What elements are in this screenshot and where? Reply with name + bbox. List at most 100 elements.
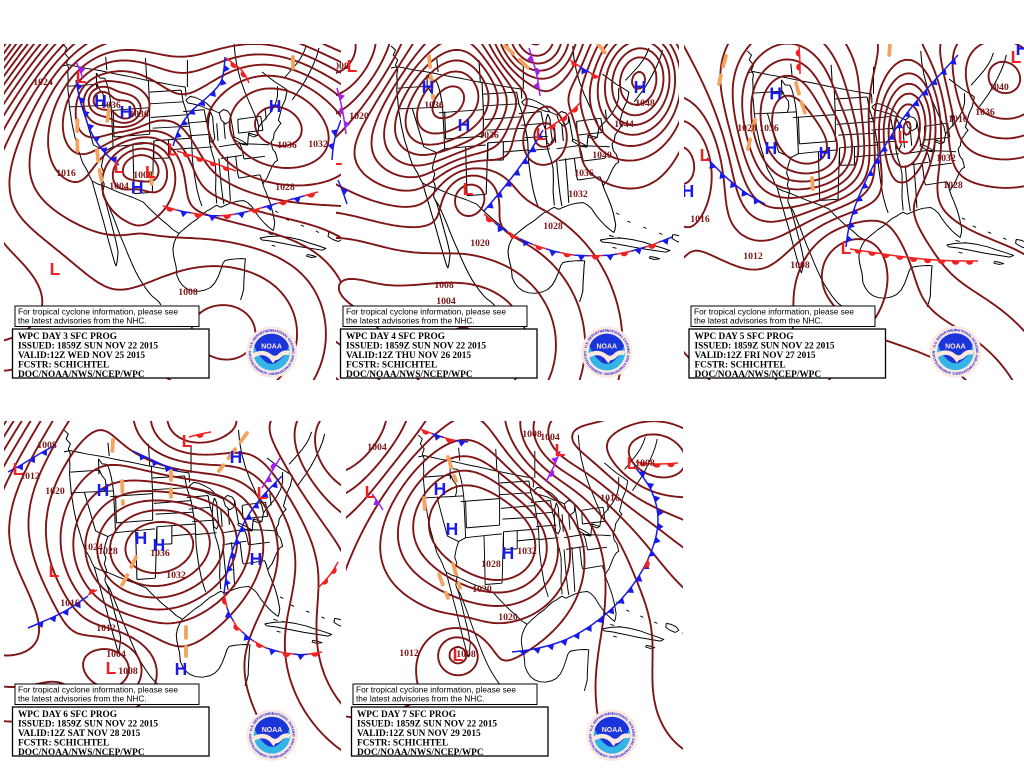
svg-text:1008: 1008 <box>790 260 810 271</box>
svg-text:L: L <box>898 127 909 147</box>
svg-text:H: H <box>250 549 263 569</box>
svg-text:1004: 1004 <box>436 296 456 307</box>
svg-text:1008: 1008 <box>434 280 454 291</box>
svg-text:WPC DAY 4 SFC PROG: WPC DAY 4 SFC PROG <box>346 332 445 342</box>
svg-text:WPC DAY 7 SFC PROG: WPC DAY 7 SFC PROG <box>357 710 456 720</box>
svg-text:L: L <box>1011 47 1022 67</box>
svg-text:ISSUED: 1859Z SUN NOV 22 2015: ISSUED: 1859Z SUN NOV 22 2015 <box>346 341 486 351</box>
svg-text:L: L <box>536 124 547 144</box>
svg-text:DOC/NOAA/NWS/NCEP/WPC: DOC/NOAA/NWS/NCEP/WPC <box>18 370 145 380</box>
svg-text:VALID:12Z SUN NOV 29 2015: VALID:12Z SUN NOV 29 2015 <box>357 729 481 739</box>
svg-text:1008: 1008 <box>456 649 476 660</box>
svg-text:1020: 1020 <box>472 584 492 595</box>
svg-text:1016: 1016 <box>690 214 710 225</box>
svg-text:H: H <box>819 143 832 163</box>
svg-text:H: H <box>502 543 515 563</box>
svg-text:For tropical cyclone informati: For tropical cyclone information, please… <box>356 685 516 695</box>
svg-text:H: H <box>135 528 148 548</box>
svg-text:1004: 1004 <box>367 442 387 453</box>
svg-text:L: L <box>106 658 117 678</box>
svg-text:H: H <box>175 659 188 679</box>
svg-text:WPC DAY 6 SFC PROG: WPC DAY 6 SFC PROG <box>18 710 117 720</box>
svg-text:L: L <box>347 56 358 76</box>
svg-text:L: L <box>49 561 60 581</box>
svg-text:1036: 1036 <box>574 168 594 179</box>
svg-text:FCSTR: SCHICHTEL: FCSTR: SCHICHTEL <box>695 360 786 370</box>
svg-text:1028: 1028 <box>481 559 501 570</box>
svg-text:VALID:12Z WED NOV 25 2015: VALID:12Z WED NOV 25 2015 <box>18 351 145 361</box>
svg-text:1028: 1028 <box>543 221 563 232</box>
svg-text:1004: 1004 <box>540 432 560 443</box>
svg-text:L: L <box>50 259 61 279</box>
svg-text:L: L <box>76 67 87 87</box>
svg-text:1032: 1032 <box>166 570 186 581</box>
svg-text:L: L <box>700 145 711 165</box>
svg-text:1020: 1020 <box>498 612 518 623</box>
svg-text:L: L <box>145 162 156 182</box>
svg-text:1036: 1036 <box>975 107 995 118</box>
svg-text:FCSTR: SCHICHTEL: FCSTR: SCHICHTEL <box>357 738 448 748</box>
svg-text:1016: 1016 <box>60 598 80 609</box>
svg-text:VALID:12Z THU NOV 26 2015: VALID:12Z THU NOV 26 2015 <box>346 351 471 361</box>
svg-text:1020: 1020 <box>349 111 369 122</box>
svg-text:WPC DAY 3 SFC PROG: WPC DAY 3 SFC PROG <box>18 332 117 342</box>
svg-text:L: L <box>627 453 638 473</box>
svg-text:1004: 1004 <box>109 181 129 192</box>
svg-text:1048: 1048 <box>635 98 655 109</box>
svg-text:DOC/NOAA/NWS/NCEP/WPC: DOC/NOAA/NWS/NCEP/WPC <box>357 748 484 758</box>
svg-text:1020: 1020 <box>45 486 65 497</box>
svg-text:1036: 1036 <box>150 548 170 559</box>
svg-text:H: H <box>765 138 778 158</box>
svg-text:1032: 1032 <box>936 153 956 164</box>
svg-text:H: H <box>120 102 133 122</box>
svg-text:For tropical cyclone informati: For tropical cyclone information, please… <box>18 307 178 317</box>
svg-text:1032: 1032 <box>568 189 588 200</box>
svg-text:ISSUED: 1859Z SUN NOV 22 2015: ISSUED: 1859Z SUN NOV 22 2015 <box>18 341 158 351</box>
svg-text:1008: 1008 <box>133 170 153 181</box>
svg-text:L: L <box>463 179 474 199</box>
svg-text:H: H <box>422 77 435 97</box>
svg-text:DOC/NOAA/NWS/NCEP/WPC: DOC/NOAA/NWS/NCEP/WPC <box>18 748 145 758</box>
svg-text:H: H <box>682 181 695 201</box>
svg-text:L: L <box>13 459 24 479</box>
svg-text:1020: 1020 <box>470 238 490 249</box>
svg-text:1036: 1036 <box>759 123 779 134</box>
svg-text:1012: 1012 <box>743 251 763 262</box>
svg-text:L: L <box>841 238 852 258</box>
svg-text:1016: 1016 <box>948 114 968 125</box>
svg-text:L: L <box>365 482 376 502</box>
svg-text:1028: 1028 <box>943 180 963 191</box>
svg-text:1028: 1028 <box>737 123 757 134</box>
svg-text:1032: 1032 <box>308 139 328 150</box>
svg-text:1024: 1024 <box>83 542 103 553</box>
svg-text:the latest advisories from the: the latest advisories from the NHC. <box>18 316 147 326</box>
svg-text:1032: 1032 <box>517 546 537 557</box>
svg-text:FCSTR: SCHICHTEL: FCSTR: SCHICHTEL <box>18 738 109 748</box>
svg-text:1036: 1036 <box>277 140 297 151</box>
svg-text:H: H <box>434 479 447 499</box>
svg-text:L: L <box>453 645 464 665</box>
svg-text:the latest advisories from the: the latest advisories from the NHC. <box>694 316 823 326</box>
svg-text:For tropical cyclone informati: For tropical cyclone information, please… <box>346 307 506 317</box>
svg-text:1008: 1008 <box>635 458 655 469</box>
svg-text:1036: 1036 <box>424 100 444 111</box>
svg-text:1012: 1012 <box>20 471 40 482</box>
svg-text:DOC/NOAA/NWS/NCEP/WPC: DOC/NOAA/NWS/NCEP/WPC <box>695 370 822 380</box>
svg-text:FCSTR: SCHICHTEL: FCSTR: SCHICHTEL <box>346 360 437 370</box>
svg-text:L: L <box>332 149 343 169</box>
svg-text:1008: 1008 <box>178 287 198 298</box>
svg-text:the latest advisories from the: the latest advisories from the NHC. <box>356 694 485 704</box>
svg-text:L: L <box>257 483 268 503</box>
svg-text:the latest advisories from the: the latest advisories from the NHC. <box>346 316 475 326</box>
svg-text:WPC DAY 5 SFC PROG: WPC DAY 5 SFC PROG <box>695 332 794 342</box>
svg-text:L: L <box>167 140 178 160</box>
svg-text:1036: 1036 <box>479 130 499 141</box>
svg-text:FCSTR: SCHICHTEL: FCSTR: SCHICHTEL <box>18 360 109 370</box>
svg-text:VALID:12Z SAT NOV 28 2015: VALID:12Z SAT NOV 28 2015 <box>18 729 141 739</box>
svg-text:1040: 1040 <box>592 150 612 161</box>
svg-text:1016: 1016 <box>600 493 620 504</box>
svg-text:ISSUED: 1859Z SUN NOV 22 2015: ISSUED: 1859Z SUN NOV 22 2015 <box>18 719 158 729</box>
svg-text:1008: 1008 <box>329 61 349 72</box>
svg-text:1008: 1008 <box>37 440 57 451</box>
svg-text:For tropical cyclone informati: For tropical cyclone information, please… <box>694 307 854 317</box>
